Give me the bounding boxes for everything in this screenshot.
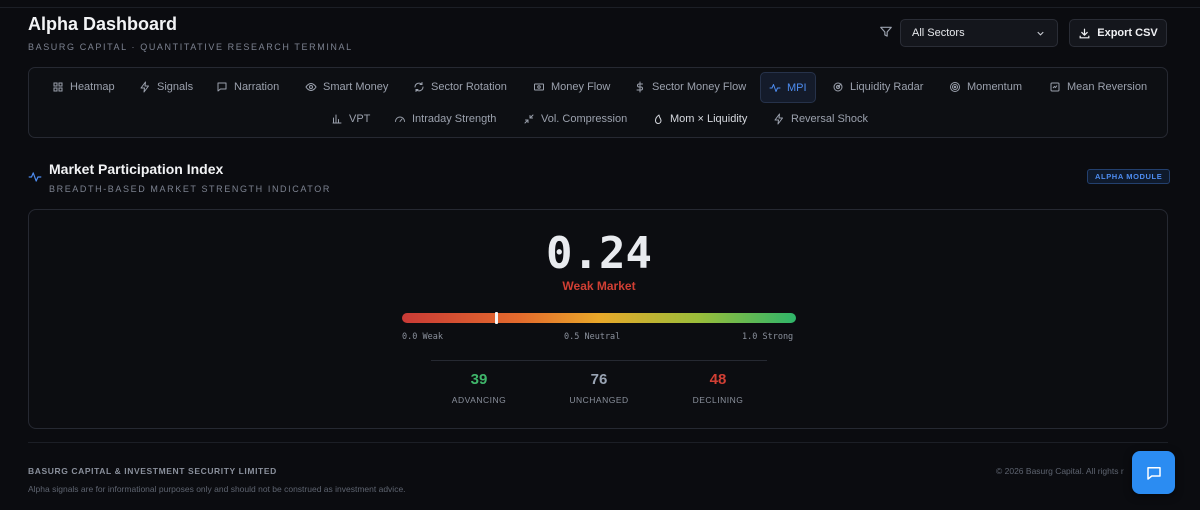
tab-smart-money[interactable]: Smart Money [298,73,395,101]
pulse-icon [28,172,42,182]
tab-label: Momentum [967,81,1023,93]
chat-button[interactable] [1132,451,1175,494]
bars-icon [332,114,342,124]
tab-label: Money Flow [551,81,611,93]
tab-vol-compression[interactable]: Vol. Compression [516,105,634,133]
tab-label: Mean Reversion [1067,81,1148,93]
declining-count: 48 [709,371,727,388]
lightning-icon [140,81,149,93]
tab-mean-reversion[interactable]: Mean Reversion [1042,73,1154,101]
sector-select[interactable]: All Sectors [900,19,1058,47]
tab-label: Smart Money [323,81,389,93]
page-subtitle: BASURG CAPITAL · QUANTITATIVE RESEARCH T… [28,42,353,52]
tab-mpi[interactable]: MPI [760,72,816,103]
declining-label: DECLINING [692,395,744,405]
compress-icon [524,114,534,124]
filter-icon[interactable] [879,25,893,39]
sector-select-value: All Sectors [912,27,965,39]
tab-intraday-strength[interactable]: Intraday Strength [387,105,503,133]
tab-reversal-shock[interactable]: Reversal Shock [766,105,875,133]
tab-label: VPT [349,113,371,125]
footer-copyright: © 2026 Basurg Capital. All rights r [996,466,1124,476]
mpi-value: 0.24 [546,228,652,279]
section-subtitle: BREADTH-BASED MARKET STRENGTH INDICATOR [49,184,331,194]
advancing-label: ADVANCING [451,395,507,405]
footer-company: BASURG CAPITAL & INVESTMENT SECURITY LIM… [28,466,277,476]
eye-icon [305,82,317,92]
tab-momentum[interactable]: Momentum [942,73,1029,101]
alpha-module-badge: ALPHA MODULE [1087,169,1171,184]
tab-sector-rotation[interactable]: Sector Rotation [406,73,514,101]
stats-divider [431,360,767,361]
tab-label: Narration [234,81,280,93]
mpi-gauge [402,312,796,324]
export-csv-button[interactable]: Export CSV [1069,19,1167,47]
tab-narration[interactable]: Narration [209,73,286,101]
target-icon [950,82,960,92]
top-divider [0,7,1200,8]
export-csv-label: Export CSV [1097,27,1158,39]
page-title: Alpha Dashboard [28,14,178,34]
tab-label: Liquidity Radar [850,81,924,93]
box-icon [1050,82,1060,92]
advancing-count: 39 [470,371,488,388]
footer-divider [28,442,1168,443]
tab-label: Mom × Liquidity [670,113,748,125]
tab-label: Vol. Compression [541,113,628,125]
lightning-icon [774,113,783,125]
tab-sector-money-flow[interactable]: Sector Money Flow [627,73,753,101]
tab-mom-liquidity[interactable]: Mom × Liquidity [645,105,754,133]
dollar-icon [636,81,643,93]
chevron-down-icon [1037,31,1044,36]
banknote-icon [534,83,544,91]
tab-label: MPI [787,81,807,94]
footer-disclaimer: Alpha signals are for informational purp… [28,484,406,494]
refresh-icon [414,82,424,92]
unchanged-label: UNCHANGED [569,395,629,405]
section-title: Market Participation Index [49,161,224,177]
tab-label: Heatmap [70,81,115,93]
gauge-icon [395,116,405,122]
module-tabs: Heatmap Signals Narration Smart Money Se… [28,67,1168,138]
tab-label: Sector Money Flow [652,81,747,93]
tab-label: Reversal Shock [791,113,869,125]
unchanged-count: 76 [590,371,608,388]
gauge-label-min: 0.0 Weak [402,332,443,342]
gauge-label-max: 1.0 Strong [742,332,794,342]
grid-icon [53,82,63,92]
gauge-label-mid: 0.5 Neutral [564,332,621,342]
tab-label: Signals [157,81,194,93]
gauge-marker [495,312,499,324]
tab-vpt[interactable]: VPT [324,105,377,133]
tab-money-flow[interactable]: Money Flow [526,73,617,101]
chat-icon [1146,466,1161,480]
mpi-status: Weak Market [562,279,636,293]
tab-signals[interactable]: Signals [132,73,200,101]
message-icon [217,82,227,92]
download-icon [1079,28,1090,38]
radar-icon [833,82,843,92]
mpi-card: 0.24 Weak Market 0.0 Weak 0.5 Neutral 1.… [28,209,1168,429]
tab-liquidity-radar[interactable]: Liquidity Radar [825,73,930,101]
tab-label: Intraday Strength [412,113,497,125]
tab-label: Sector Rotation [431,81,507,93]
tab-heatmap[interactable]: Heatmap [45,73,122,101]
flame-icon [655,114,662,124]
pulse-icon [769,83,781,92]
